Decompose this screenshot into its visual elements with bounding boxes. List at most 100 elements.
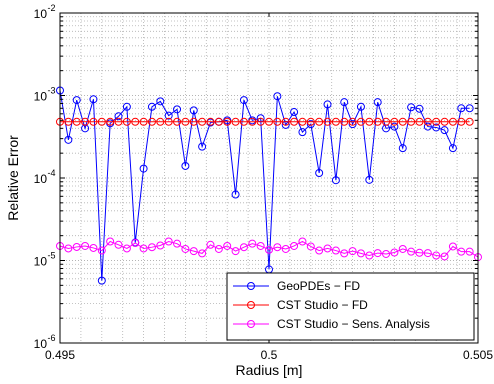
data-point <box>457 104 466 113</box>
data-point <box>373 249 382 258</box>
data-point <box>97 276 106 285</box>
y-tick-label-base: 10 <box>34 255 48 269</box>
data-point <box>331 117 340 126</box>
x-tick-label: 0.505 <box>463 348 493 362</box>
data-point <box>315 168 324 177</box>
x-tick-label: 0.495 <box>45 348 75 362</box>
data-point <box>198 117 207 126</box>
series-layer <box>56 86 482 285</box>
data-point <box>440 126 449 135</box>
data-point <box>189 106 198 115</box>
data-point <box>106 117 115 126</box>
data-point <box>89 117 98 126</box>
legend-marker <box>247 320 255 328</box>
data-point <box>114 117 123 126</box>
data-point <box>156 97 165 106</box>
data-point <box>173 239 182 248</box>
data-point <box>89 243 98 252</box>
data-point <box>239 117 248 126</box>
data-point <box>382 249 391 258</box>
data-point <box>440 117 449 126</box>
data-point <box>407 247 416 256</box>
data-point <box>348 247 357 256</box>
data-point <box>139 117 148 126</box>
data-point <box>231 117 240 126</box>
data-point <box>256 241 265 250</box>
data-point <box>147 117 156 126</box>
data-point <box>72 242 81 251</box>
data-point <box>290 117 299 126</box>
data-point <box>457 117 466 126</box>
data-point <box>273 92 282 101</box>
data-point <box>139 164 148 173</box>
y-tick-label-base: 10 <box>34 337 48 351</box>
data-point <box>223 117 232 126</box>
data-point <box>373 117 382 126</box>
data-point <box>248 239 257 248</box>
data-point <box>181 244 190 253</box>
data-point <box>340 249 349 258</box>
data-point <box>265 117 273 126</box>
data-point <box>189 247 198 256</box>
data-point <box>298 237 307 246</box>
data-point <box>72 96 81 105</box>
data-point <box>373 98 382 107</box>
data-point <box>147 243 156 252</box>
data-point <box>465 117 474 126</box>
data-point <box>64 135 73 144</box>
data-point <box>457 247 466 256</box>
data-point <box>356 102 365 111</box>
data-point <box>131 117 140 126</box>
y-tick-label-base: 10 <box>34 172 48 186</box>
data-point <box>432 117 441 126</box>
data-point <box>89 95 98 104</box>
data-point <box>356 117 365 126</box>
data-point <box>147 102 156 111</box>
data-point <box>407 103 416 112</box>
data-point <box>164 111 173 120</box>
data-point <box>382 117 391 126</box>
data-point <box>407 117 416 126</box>
data-point <box>122 117 131 126</box>
data-point <box>214 244 223 253</box>
data-point <box>415 248 424 257</box>
legend-box <box>226 272 475 341</box>
data-point <box>348 117 357 126</box>
data-point <box>64 117 73 126</box>
data-point <box>248 117 257 126</box>
data-point <box>256 117 265 126</box>
y-tick-label-exponent: -2 <box>48 3 56 13</box>
data-point <box>239 243 248 252</box>
data-point <box>423 249 432 258</box>
legend-marker <box>247 282 255 290</box>
ticks <box>59 12 479 344</box>
data-point <box>440 252 449 261</box>
data-point <box>173 105 182 114</box>
data-point <box>223 241 232 250</box>
series-line <box>59 240 479 258</box>
data-point <box>131 238 140 247</box>
data-point <box>340 117 349 126</box>
data-point <box>323 117 332 126</box>
data-point <box>231 247 240 256</box>
data-point <box>423 117 432 126</box>
data-point <box>315 246 324 255</box>
data-point <box>298 117 307 126</box>
data-point <box>273 243 282 252</box>
data-point <box>198 142 207 151</box>
data-point <box>331 176 340 185</box>
data-point <box>156 117 165 126</box>
data-point <box>465 104 474 113</box>
data-point <box>122 102 131 111</box>
data-point <box>265 245 273 254</box>
data-point <box>432 251 441 260</box>
y-tick-label-base: 10 <box>34 7 48 21</box>
data-point <box>122 244 131 253</box>
data-point <box>81 241 90 250</box>
data-point <box>306 120 315 129</box>
data-point <box>298 128 307 137</box>
data-point <box>365 117 374 126</box>
